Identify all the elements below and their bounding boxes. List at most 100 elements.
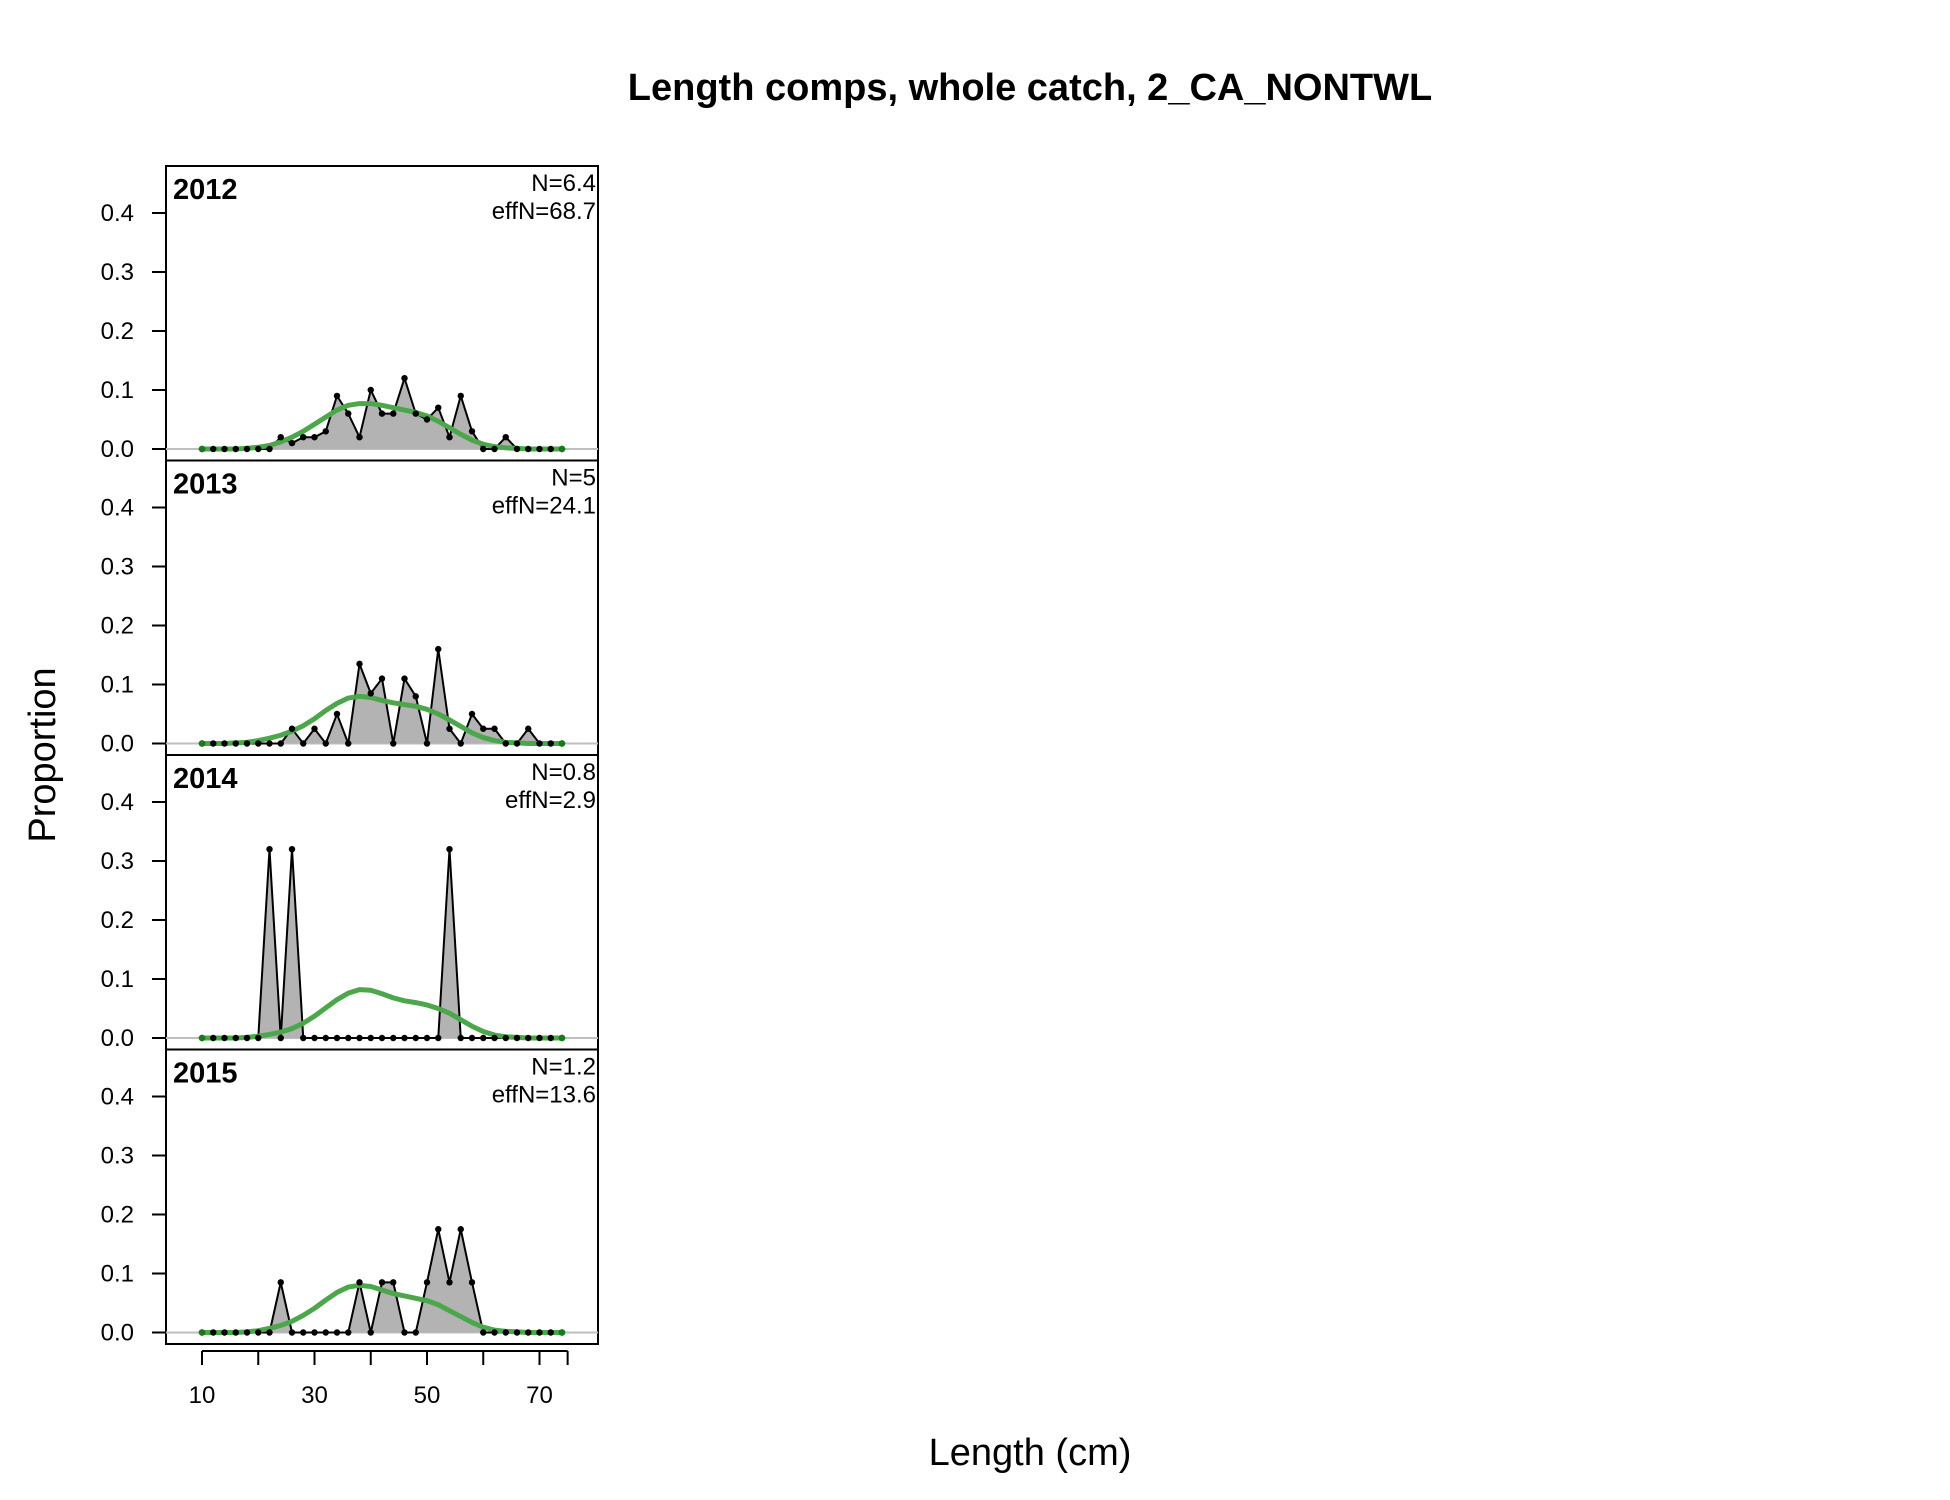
observed-point xyxy=(255,1035,261,1041)
observed-point xyxy=(458,740,464,746)
observed-point xyxy=(424,740,430,746)
panel-n-label: N=5 xyxy=(551,465,596,492)
observed-point xyxy=(221,1035,227,1041)
observed-point xyxy=(334,1035,340,1041)
observed-point xyxy=(368,690,374,696)
observed-point xyxy=(548,446,554,452)
y-tick-label: 0.2 xyxy=(101,318,134,345)
y-tick-label: 0.4 xyxy=(101,495,134,522)
observed-point xyxy=(446,846,452,852)
observed-point xyxy=(514,446,520,452)
panel-year-label: 2014 xyxy=(173,763,238,795)
observed-point xyxy=(311,1035,317,1041)
observed-point xyxy=(210,1329,216,1335)
y-tick-label: 0.1 xyxy=(101,966,134,993)
observed-point xyxy=(413,410,419,416)
observed-point xyxy=(278,1035,284,1041)
observed-point xyxy=(334,393,340,399)
observed-point xyxy=(356,434,362,440)
observed-point xyxy=(525,1329,531,1335)
observed-point xyxy=(255,446,261,452)
y-tick-label: 0.2 xyxy=(101,1202,134,1229)
observed-point xyxy=(368,387,374,393)
observed-point xyxy=(300,434,306,440)
observed-point xyxy=(244,740,250,746)
observed-point xyxy=(458,393,464,399)
observed-point xyxy=(334,1329,340,1335)
y-tick-label: 0.4 xyxy=(101,1084,134,1111)
expected-point xyxy=(199,740,205,746)
observed-point xyxy=(424,1279,430,1285)
x-tick-label: 50 xyxy=(414,1382,441,1409)
observed-point xyxy=(424,416,430,422)
observed-point xyxy=(446,1279,452,1285)
observed-point xyxy=(480,1035,486,1041)
observed-point xyxy=(334,711,340,717)
observed-point xyxy=(435,1226,441,1232)
observed-point xyxy=(368,1329,374,1335)
panel-effn-label: effN=2.9 xyxy=(505,787,596,814)
observed-point xyxy=(401,675,407,681)
observed-point xyxy=(379,1279,385,1285)
observed-point xyxy=(435,646,441,652)
observed-point xyxy=(480,726,486,732)
y-tick-label: 0.1 xyxy=(101,377,134,404)
observed-point xyxy=(233,1035,239,1041)
panel-n-label: N=6.4 xyxy=(531,170,596,197)
x-axis-title: Length (cm) xyxy=(929,1432,1132,1474)
observed-point xyxy=(401,1329,407,1335)
observed-point xyxy=(525,446,531,452)
observed-point xyxy=(289,1329,295,1335)
y-tick-label: 0.0 xyxy=(101,1320,134,1347)
panel-effn-label: effN=24.1 xyxy=(492,493,596,520)
observed-point xyxy=(278,740,284,746)
panel-year-label: 2015 xyxy=(173,1058,238,1090)
observed-point xyxy=(503,1035,509,1041)
observed-point xyxy=(345,1329,351,1335)
y-tick-label: 0.4 xyxy=(101,789,134,816)
y-tick-label: 0.0 xyxy=(101,1025,134,1052)
observed-point xyxy=(233,446,239,452)
observed-point xyxy=(368,1035,374,1041)
observed-point xyxy=(244,1035,250,1041)
observed-point xyxy=(323,740,329,746)
observed-point xyxy=(379,1035,385,1041)
observed-point xyxy=(548,1329,554,1335)
panel-effn-label: effN=13.6 xyxy=(492,1082,596,1109)
observed-point xyxy=(356,1035,362,1041)
observed-point xyxy=(233,740,239,746)
observed-point xyxy=(503,434,509,440)
observed-point xyxy=(514,740,520,746)
y-axis-title: Proportion xyxy=(22,667,64,842)
expected-point xyxy=(199,1329,205,1335)
observed-point xyxy=(390,1279,396,1285)
observed-point xyxy=(536,740,542,746)
observed-point xyxy=(480,1329,486,1335)
y-tick-label: 0.2 xyxy=(101,613,134,640)
expected-point xyxy=(199,1035,205,1041)
y-tick-label: 0.1 xyxy=(101,1261,134,1288)
observed-point xyxy=(311,726,317,732)
y-tick-label: 0.1 xyxy=(101,672,134,699)
chart-title: Length comps, whole catch, 2_CA_NONTWL xyxy=(628,67,1432,109)
observed-point xyxy=(311,1329,317,1335)
observed-point xyxy=(469,428,475,434)
observed-point xyxy=(469,1035,475,1041)
observed-point xyxy=(289,440,295,446)
observed-point xyxy=(548,740,554,746)
observed-point xyxy=(401,1035,407,1041)
observed-point xyxy=(278,434,284,440)
observed-point xyxy=(446,726,452,732)
observed-point xyxy=(536,446,542,452)
y-tick-label: 0.3 xyxy=(101,1143,134,1170)
observed-point xyxy=(390,1035,396,1041)
observed-point xyxy=(210,446,216,452)
observed-point xyxy=(266,1329,272,1335)
observed-point xyxy=(300,1329,306,1335)
observed-point xyxy=(356,1279,362,1285)
x-tick-label: 30 xyxy=(301,1382,328,1409)
observed-point xyxy=(503,1329,509,1335)
panel-year-label: 2013 xyxy=(173,469,238,501)
